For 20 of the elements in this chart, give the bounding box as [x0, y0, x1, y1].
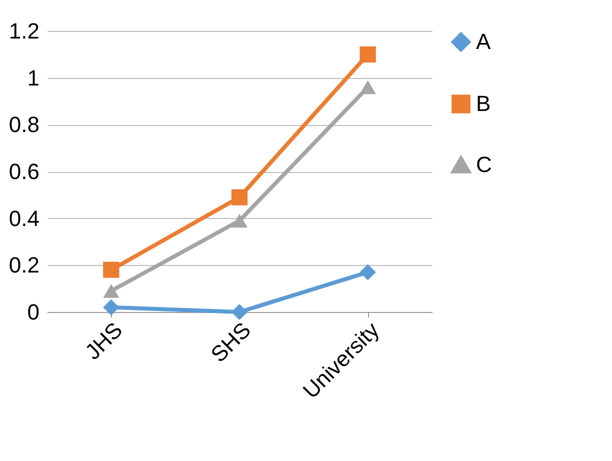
y-tick-label: 0.8	[8, 112, 40, 138]
point	[231, 304, 248, 320]
legend-label: C	[476, 152, 492, 177]
point	[360, 46, 376, 62]
point	[103, 299, 120, 316]
x-tick-label: JHS	[80, 317, 128, 364]
y-tick-label: 0	[27, 300, 40, 324]
legend-label: B	[476, 91, 491, 116]
y-tick-label: 1.2	[8, 18, 40, 44]
point	[231, 214, 248, 228]
point	[103, 284, 120, 298]
point	[103, 262, 120, 278]
point	[360, 80, 376, 94]
legend-label: A	[476, 29, 491, 54]
point	[360, 264, 376, 280]
y-tick-label: 0.4	[8, 206, 40, 231]
point	[231, 189, 248, 206]
y-tick-label: 0.6	[8, 159, 40, 184]
y-tick-label: 0.2	[8, 252, 40, 278]
y-tick-label: 1	[27, 65, 40, 90]
